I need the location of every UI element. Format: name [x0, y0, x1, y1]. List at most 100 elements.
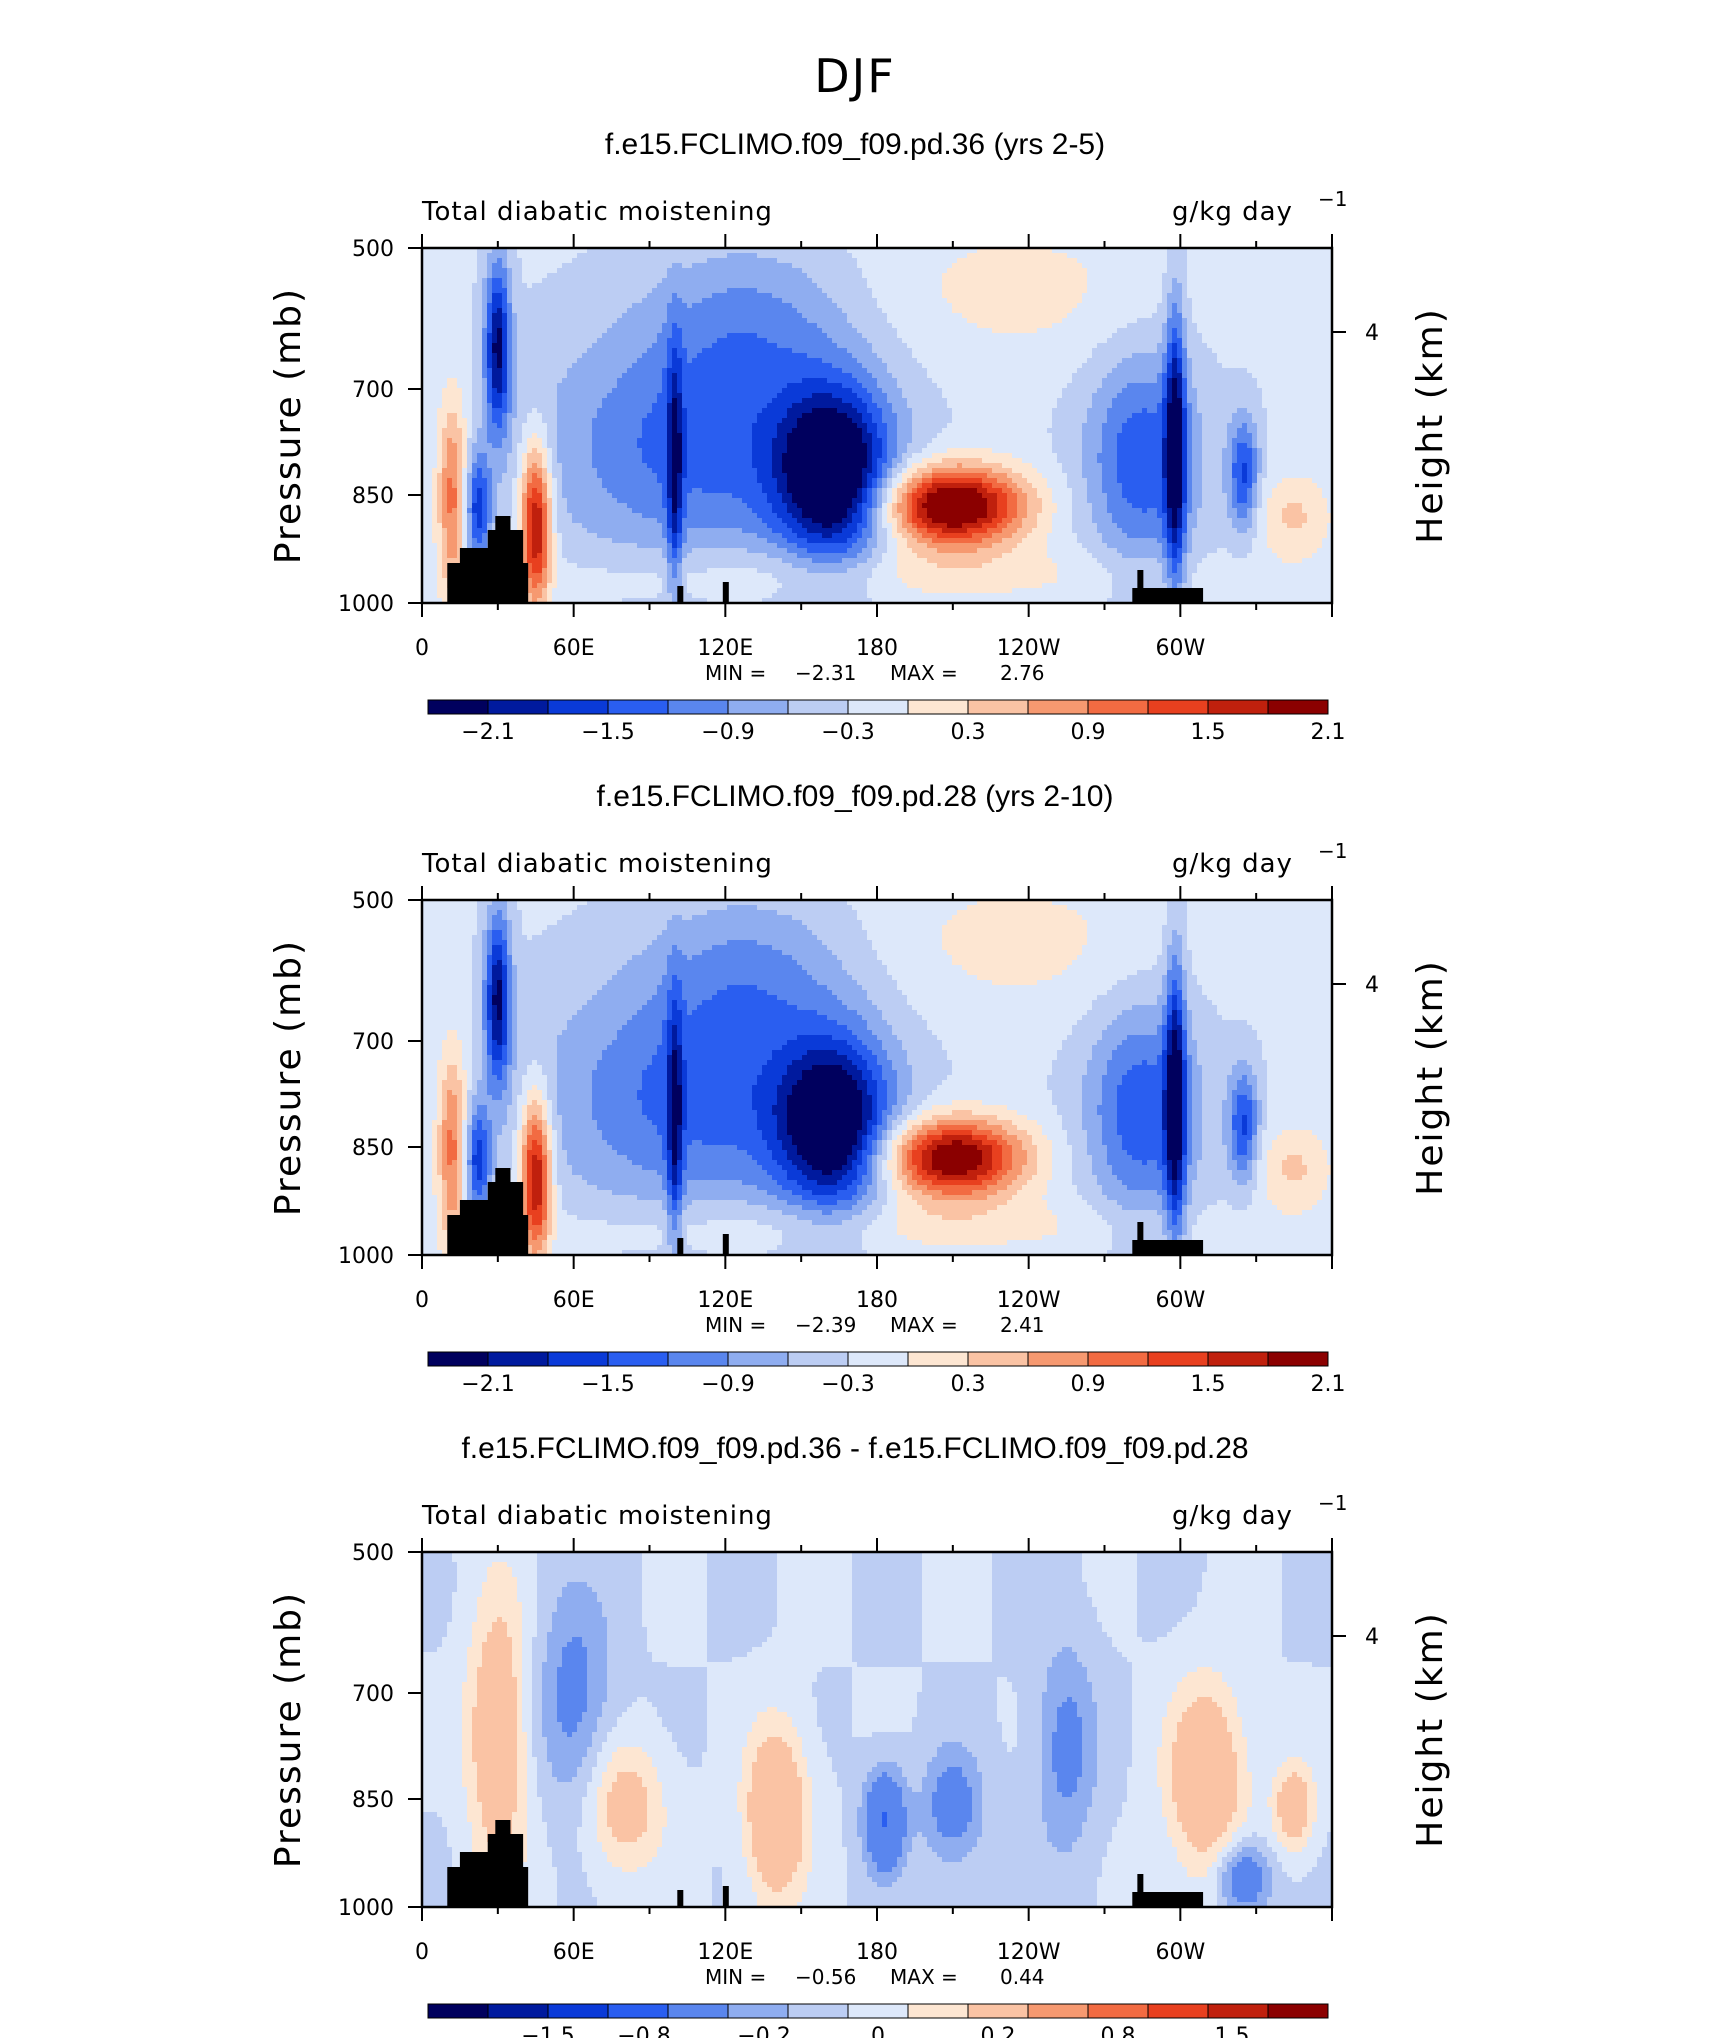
- y-tick-label: 500: [352, 237, 394, 262]
- colorbar-label: 2.1: [1311, 720, 1346, 745]
- topography-mask: [447, 1820, 1204, 1907]
- colorbar-label: −2.1: [461, 1372, 514, 1397]
- x-tick-label: 120W: [997, 636, 1061, 661]
- colorbar-swatch: [787, 1351, 849, 1367]
- variable-label: Total diabatic moistening: [421, 197, 773, 227]
- x-tick-label: 120E: [697, 636, 753, 661]
- y-tick-label: 1000: [338, 592, 394, 617]
- x-tick-label: 60E: [553, 1940, 595, 1965]
- colorbar-label: 0.3: [951, 1372, 986, 1397]
- panel-title: f.e15.FCLIMO.f09_f09.pd.28 (yrs 2-10): [597, 780, 1114, 813]
- x-tick-label: 0: [415, 636, 429, 661]
- topography-mask: [447, 1168, 1204, 1255]
- contour-field: [422, 248, 1332, 604]
- colorbar-swatch: [847, 2003, 909, 2019]
- colorbar-swatch: [1027, 699, 1089, 715]
- colorbar-swatch: [967, 1351, 1029, 1367]
- colorbar-swatch: [967, 2003, 1029, 2019]
- x-tick-label: 60W: [1155, 1288, 1205, 1313]
- colorbar-label: 0.3: [951, 720, 986, 745]
- y-axis-label: Pressure (mb): [268, 287, 309, 564]
- max-label: MAX =: [890, 1313, 958, 1337]
- x-tick-label: 0: [415, 1940, 429, 1965]
- max-label: MAX =: [890, 1965, 958, 1989]
- units-label: g/kg day: [1172, 1501, 1293, 1531]
- x-tick-label: 120W: [997, 1288, 1061, 1313]
- y-axis-label: Pressure (mb): [268, 939, 309, 1216]
- colorbar-swatch: [1147, 2003, 1209, 2019]
- colorbar-swatch: [1147, 699, 1209, 715]
- colorbar-label: 0: [871, 2024, 885, 2038]
- y-tick-label: 700: [352, 1682, 394, 1707]
- y-tick-label: 850: [352, 484, 394, 509]
- units-exponent: −1: [1318, 1491, 1347, 1515]
- colorbar-swatch: [1147, 1351, 1209, 1367]
- colorbar-swatch: [1267, 1351, 1329, 1367]
- x-tick-label: 60W: [1155, 1940, 1205, 1965]
- max-label: MAX =: [890, 661, 958, 685]
- x-tick-label: 180: [856, 636, 898, 661]
- colorbar-label: −0.9: [701, 720, 754, 745]
- colorbar-swatch: [667, 1351, 729, 1367]
- panel-2: f.e15.FCLIMO.f09_f09.pd.28 (yrs 2-10) Tot…: [268, 780, 1451, 1397]
- colorbar-label: −0.3: [821, 1372, 874, 1397]
- colorbar-swatch: [727, 2003, 789, 2019]
- y-axis: 500 700 850 1000 Pressure (mb): [268, 237, 422, 617]
- colorbar-swatch: [727, 699, 789, 715]
- x-axis: 0 60E 120E 180 120W 60W: [415, 1538, 1333, 1965]
- colorbar: −2.1 −1.5 −0.9 −0.3 0.3 0.9 1.5 2.1: [427, 1351, 1346, 1397]
- colorbar-swatch: [907, 1351, 969, 1367]
- y-axis: 500 700 850 1000 Pressure (mb): [268, 1541, 422, 1921]
- colorbar: −2.1 −1.5 −0.9 −0.3 0.3 0.9 1.5 2.1: [427, 699, 1346, 745]
- y-right-tick-label: 4: [1365, 1625, 1379, 1650]
- x-tick-label: 0: [415, 1288, 429, 1313]
- colorbar-swatch: [547, 1351, 609, 1367]
- y-axis-right-label: Height (km): [1410, 959, 1451, 1195]
- colorbar-swatch: [547, 699, 609, 715]
- y-axis-right: 4 Height (km): [1332, 1611, 1451, 1848]
- colorbar-label: −1.5: [581, 720, 634, 745]
- colorbar-swatch: [607, 1351, 669, 1367]
- y-tick-label: 850: [352, 1788, 394, 1813]
- colorbar-swatch: [967, 699, 1029, 715]
- colorbar: −1.5 −0.8 −0.2 0 0.2 0.8 1.5: [427, 2003, 1329, 2038]
- colorbar-swatch: [1087, 2003, 1149, 2019]
- colorbar-swatch: [1087, 699, 1149, 715]
- panel-1: f.e15.FCLIMO.f09_f09.pd.36 (yrs 2-5) Tota…: [268, 128, 1451, 745]
- colorbar-swatch: [1267, 699, 1329, 715]
- min-label: MIN =: [705, 1965, 766, 1989]
- y-axis-right-label: Height (km): [1410, 307, 1451, 543]
- x-tick-label: 60E: [553, 636, 595, 661]
- panel-title: f.e15.FCLIMO.f09_f09.pd.36 (yrs 2-5): [605, 128, 1105, 161]
- colorbar-swatch: [727, 1351, 789, 1367]
- colorbar-swatch: [547, 2003, 609, 2019]
- colorbar-label: −0.8: [617, 2024, 670, 2038]
- colorbar-label: −2.1: [461, 720, 514, 745]
- panel-title: f.e15.FCLIMO.f09_f09.pd.36 - f.e15.FCLIM…: [461, 1432, 1248, 1465]
- y-tick-label: 1000: [338, 1244, 394, 1269]
- y-axis-label: Pressure (mb): [268, 1591, 309, 1868]
- units-exponent: −1: [1318, 187, 1347, 211]
- colorbar-swatch: [907, 699, 969, 715]
- x-axis: 0 60E 120E 180 120W 60W: [415, 234, 1333, 661]
- colorbar-label: −0.3: [821, 720, 874, 745]
- colorbar-label: 1.5: [1191, 1372, 1226, 1397]
- contour-field: [422, 1552, 1332, 1908]
- y-axis-right: 4 Height (km): [1332, 307, 1451, 544]
- min-value: −2.39: [795, 1313, 856, 1337]
- y-right-tick-label: 4: [1365, 321, 1379, 346]
- colorbar-swatch: [667, 699, 729, 715]
- colorbar-label: 0.9: [1071, 1372, 1106, 1397]
- x-tick-label: 120E: [697, 1288, 753, 1313]
- colorbar-swatch: [787, 699, 849, 715]
- max-value: 2.76: [1000, 661, 1045, 685]
- y-axis: 500 700 850 1000 Pressure (mb): [268, 889, 422, 1269]
- colorbar-label: 2.1: [1311, 1372, 1346, 1397]
- min-max: MIN = −2.39 MAX = 2.41: [705, 1313, 1045, 1337]
- colorbar-swatch: [607, 2003, 669, 2019]
- units-label: g/kg day: [1172, 197, 1293, 227]
- colorbar-swatch: [1087, 1351, 1149, 1367]
- min-value: −2.31: [795, 661, 856, 685]
- colorbar-swatch: [847, 1351, 909, 1367]
